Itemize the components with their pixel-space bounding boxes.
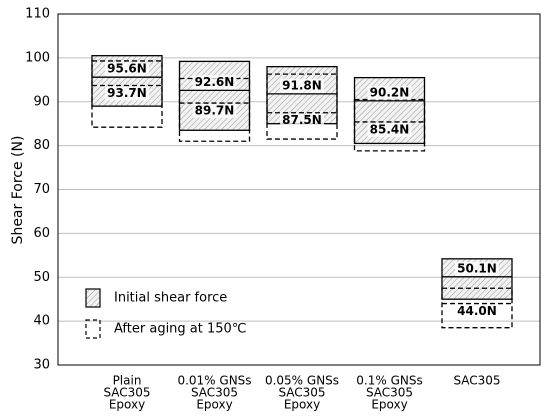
y-tick-label: 70 bbox=[33, 182, 50, 197]
legend-swatch bbox=[85, 288, 101, 308]
value-label: 92.6N bbox=[195, 75, 235, 89]
box bbox=[266, 73, 338, 140]
label-bg bbox=[105, 62, 149, 77]
x-tick-label: Epoxy bbox=[109, 398, 145, 412]
label-bg bbox=[105, 86, 149, 101]
y-axis-label: Shear Force (N) bbox=[10, 136, 26, 245]
label-bg bbox=[280, 78, 324, 93]
y-tick-label: 100 bbox=[25, 50, 50, 65]
value-label: 87.5N bbox=[282, 113, 322, 127]
label-bg bbox=[280, 113, 324, 128]
y-tick-label: 110 bbox=[25, 7, 50, 22]
label-bg bbox=[455, 304, 499, 319]
legend-label: Initial shear force bbox=[114, 291, 227, 306]
y-tick-label: 40 bbox=[33, 314, 50, 329]
legend-swatch bbox=[85, 319, 101, 339]
value-label: 91.8N bbox=[282, 78, 322, 92]
x-tick-label: 0.05% GNSs bbox=[265, 374, 339, 388]
x-tick-label: SAC305 bbox=[278, 386, 325, 400]
label-bg bbox=[367, 85, 412, 100]
x-tick-label: SAC305 bbox=[366, 386, 413, 400]
value-label: 50.1N bbox=[457, 261, 497, 275]
value-label: 89.7N bbox=[195, 104, 235, 118]
value-label: 93.7N bbox=[107, 86, 147, 100]
x-tick-label: Epoxy bbox=[371, 398, 407, 412]
box bbox=[91, 60, 163, 128]
label-bg bbox=[192, 104, 237, 119]
y-tick-label: 30 bbox=[33, 358, 50, 373]
value-label: 85.4N bbox=[370, 122, 410, 136]
legend-label: After aging at 150℃ bbox=[114, 322, 246, 337]
label-bg bbox=[367, 122, 412, 137]
x-tick-label: SAC305 bbox=[191, 386, 238, 400]
y-tick-label: 80 bbox=[33, 138, 50, 153]
value-label: 90.2N bbox=[370, 85, 410, 99]
box bbox=[178, 60, 251, 131]
x-tick-label: Epoxy bbox=[196, 398, 232, 412]
x-tick-label: Plain bbox=[113, 374, 142, 388]
y-tick-label: 90 bbox=[33, 94, 50, 109]
plot-frame bbox=[57, 13, 541, 366]
box bbox=[441, 287, 513, 329]
x-tick-label: SAC305 bbox=[453, 374, 500, 388]
label-bg bbox=[192, 75, 237, 90]
x-tick-label: 0.1% GNSs bbox=[356, 374, 422, 388]
label-bg bbox=[455, 261, 499, 276]
y-tick-label: 50 bbox=[33, 270, 50, 285]
x-tick-label: SAC305 bbox=[103, 386, 150, 400]
value-label: 95.6N bbox=[107, 62, 147, 76]
y-tick-label: 60 bbox=[33, 226, 50, 241]
value-label: 44.0N bbox=[457, 304, 497, 318]
x-tick-label: 0.01% GNSs bbox=[177, 374, 251, 388]
x-tick-label: Epoxy bbox=[284, 398, 320, 412]
